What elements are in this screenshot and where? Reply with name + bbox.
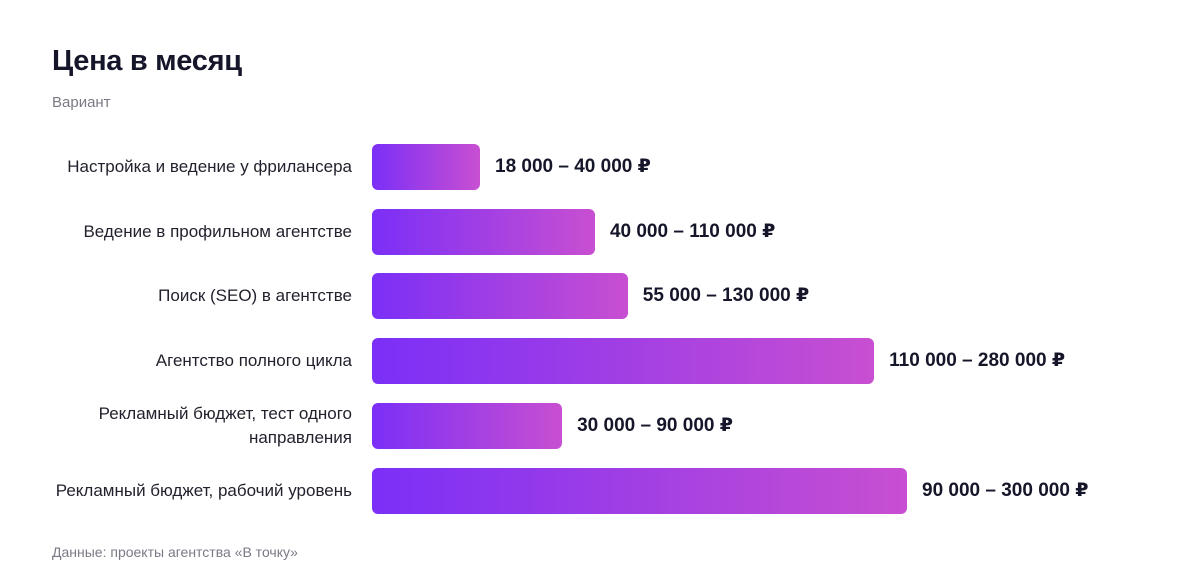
- column-header: Вариант: [52, 94, 111, 111]
- value-label: 30 000 – 90 000 ₽: [577, 414, 733, 436]
- value-label: 90 000 – 300 000 ₽: [922, 479, 1089, 501]
- range-bar: [372, 144, 480, 190]
- value-label: 40 000 – 110 000 ₽: [609, 220, 776, 242]
- range-bar: [372, 208, 595, 255]
- value-label: 18 000 – 40 000 ₽: [495, 156, 651, 177]
- category-label: Агентство полного цикла: [155, 351, 352, 371]
- category-label: Настройка и ведение у фрилансера: [67, 157, 352, 176]
- chart-title: Цена в месяц: [52, 45, 242, 77]
- data-source-note: Данные: проекты агентства «В точку»: [52, 544, 298, 560]
- range-bar: [372, 402, 563, 449]
- category-label: Ведение в профильном агентстве: [83, 221, 352, 241]
- category-label: Рекламный бюджет, тест одного направлени…: [98, 403, 352, 447]
- category-label: Поиск (SEO) в агентстве: [158, 286, 352, 306]
- range-bar: [372, 467, 907, 514]
- value-label: 55 000 – 130 000 ₽: [642, 285, 810, 307]
- range-bar: [372, 273, 628, 320]
- range-bar: [372, 338, 875, 385]
- value-label: 110 000 – 280 000 ₽: [889, 350, 1066, 372]
- category-label: Рекламный бюджет, рабочий уровень: [55, 480, 352, 500]
